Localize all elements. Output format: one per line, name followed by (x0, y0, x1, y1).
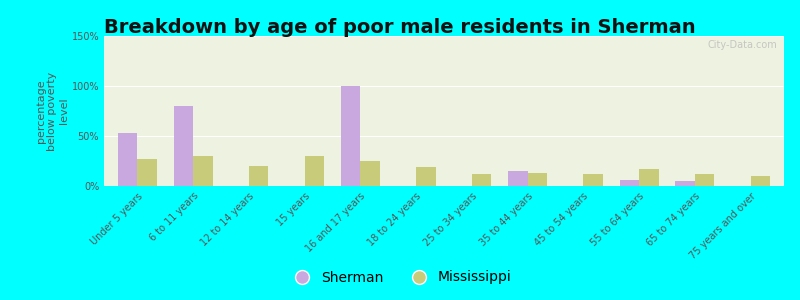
Bar (341, 86, 360, 186)
Bar (583, 174, 603, 186)
Bar (472, 174, 491, 186)
Y-axis label: percentage
below poverty
level: percentage below poverty level (35, 71, 69, 151)
Bar (360, 161, 380, 186)
Bar (508, 171, 528, 186)
Text: Breakdown by age of poor male residents in Sherman: Breakdown by age of poor male residents … (104, 18, 696, 37)
Bar (249, 166, 269, 186)
Bar (193, 156, 213, 186)
Bar (416, 167, 436, 186)
Bar (619, 180, 639, 186)
Bar (305, 156, 324, 186)
Legend: Sherman, Mississippi: Sherman, Mississippi (282, 265, 518, 290)
Bar (750, 176, 770, 186)
Bar (118, 133, 138, 186)
Bar (528, 173, 547, 186)
Bar (639, 169, 658, 186)
Bar (138, 159, 157, 186)
Text: City-Data.com: City-Data.com (707, 40, 778, 50)
Bar (695, 174, 714, 186)
Bar (174, 106, 193, 186)
Bar (675, 181, 695, 186)
